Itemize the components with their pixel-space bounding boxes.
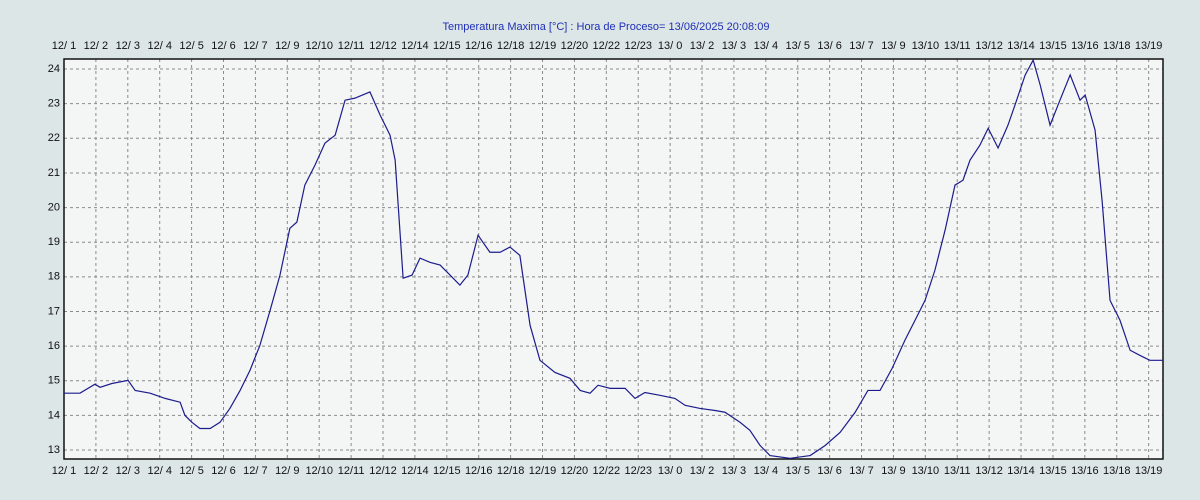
x-tick-label: 13/ 5 [785,40,809,52]
x-tick-label: 12/ 7 [243,465,267,477]
y-tick-label: 18 [48,271,60,283]
x-tick-label: 13/15 [1039,465,1067,477]
x-tick-label: 13/ 3 [722,40,746,52]
y-tick-label: 19 [48,236,60,248]
x-tick-label: 12/22 [593,40,621,52]
y-tick-label: 13 [48,444,60,456]
x-tick-label: 13/ 9 [881,465,905,477]
x-tick-label: 13/ 4 [754,465,778,477]
x-tick-label: 13/ 5 [785,465,809,477]
x-tick-label: 12/23 [624,465,652,477]
x-tick-label: 13/ 3 [722,465,746,477]
x-tick-label: 13/19 [1135,465,1163,477]
x-tick-label: 13/ 6 [817,40,841,52]
x-tick-label: 13/12 [975,465,1003,477]
x-tick-label: 12/15 [433,465,461,477]
x-tick-label: 13/ 0 [658,40,682,52]
x-tick-label: 12/23 [624,40,652,52]
x-tick-label: 12/11 [338,40,365,52]
x-tick-label: 13/ 0 [658,465,682,477]
x-tick-label: 12/ 2 [84,40,108,52]
x-tick-label: 12/ 4 [147,40,171,52]
x-tick-label: 12/20 [561,465,589,477]
x-tick-label: 12/18 [497,40,525,52]
x-tick-label: 13/15 [1039,40,1067,52]
x-tick-label: 13/18 [1103,40,1131,52]
x-tick-label: 13/ 4 [754,40,778,52]
x-tick-label: 13/11 [944,40,971,52]
x-tick-label: 12/ 1 [52,40,76,52]
x-tick-label: 13/12 [975,40,1003,52]
plot-frame [63,58,1164,460]
chart-title: Temperatura Maxima [°C] : Hora de Proces… [443,21,770,33]
x-tick-label: 13/19 [1135,40,1163,52]
y-tick-label: 22 [48,132,60,144]
x-tick-label: 12/ 2 [84,465,108,477]
x-tick-label: 13/10 [912,40,940,52]
x-tick-label: 12/14 [401,465,429,477]
x-tick-label: 12/ 7 [243,40,267,52]
x-tick-label: 13/ 7 [849,40,873,52]
x-tick-label: 12/ 1 [52,465,76,477]
x-tick-label: 13/ 6 [817,465,841,477]
x-tick-label: 12/15 [433,40,461,52]
x-tick-label: 12/14 [401,40,429,52]
y-tick-label: 16 [48,340,60,352]
y-tick-label: 20 [48,201,60,213]
x-tick-label: 12/ 5 [179,465,203,477]
x-tick-label: 12/18 [497,465,525,477]
x-tick-label: 13/16 [1071,465,1099,477]
x-tick-label: 13/ 2 [690,465,714,477]
x-tick-label: 12/10 [305,465,333,477]
x-tick-label: 12/ 3 [116,465,140,477]
y-tick-label: 17 [48,305,60,317]
y-tick-label: 14 [48,409,60,421]
x-tick-label: 12/16 [465,40,493,52]
x-tick-label: 12/ 9 [275,465,299,477]
x-tick-label: 13/14 [1007,40,1035,52]
x-tick-label: 12/12 [369,465,397,477]
y-tick-label: 21 [48,167,60,179]
x-tick-label: 12/ 3 [116,40,140,52]
x-tick-label: 13/10 [912,465,940,477]
x-tick-label: 12/ 5 [179,40,203,52]
x-tick-label: 12/20 [561,40,589,52]
x-tick-label: 12/19 [529,40,557,52]
x-tick-label: 12/12 [369,40,397,52]
x-tick-label: 13/14 [1007,465,1035,477]
x-tick-label: 12/ 4 [147,465,171,477]
x-tick-label: 13/18 [1103,465,1131,477]
x-tick-label: 12/ 6 [211,40,235,52]
y-tick-label: 24 [48,63,60,75]
x-tick-label: 13/11 [944,465,971,477]
x-tick-label: 12/ 9 [275,40,299,52]
x-tick-label: 13/ 9 [881,40,905,52]
y-tick-label: 23 [48,98,60,110]
x-tick-label: 13/ 7 [849,465,873,477]
x-tick-label: 12/11 [338,465,365,477]
x-tick-label: 12/19 [529,465,557,477]
x-tick-label: 12/16 [465,465,493,477]
data-line [64,58,1163,459]
x-tick-label: 12/ 6 [211,465,235,477]
x-tick-label: 12/22 [593,465,621,477]
x-tick-label: 12/10 [305,40,333,52]
x-tick-label: 13/16 [1071,40,1099,52]
y-tick-label: 15 [48,375,60,387]
plot-area [64,59,1163,459]
x-tick-label: 13/ 2 [690,40,714,52]
